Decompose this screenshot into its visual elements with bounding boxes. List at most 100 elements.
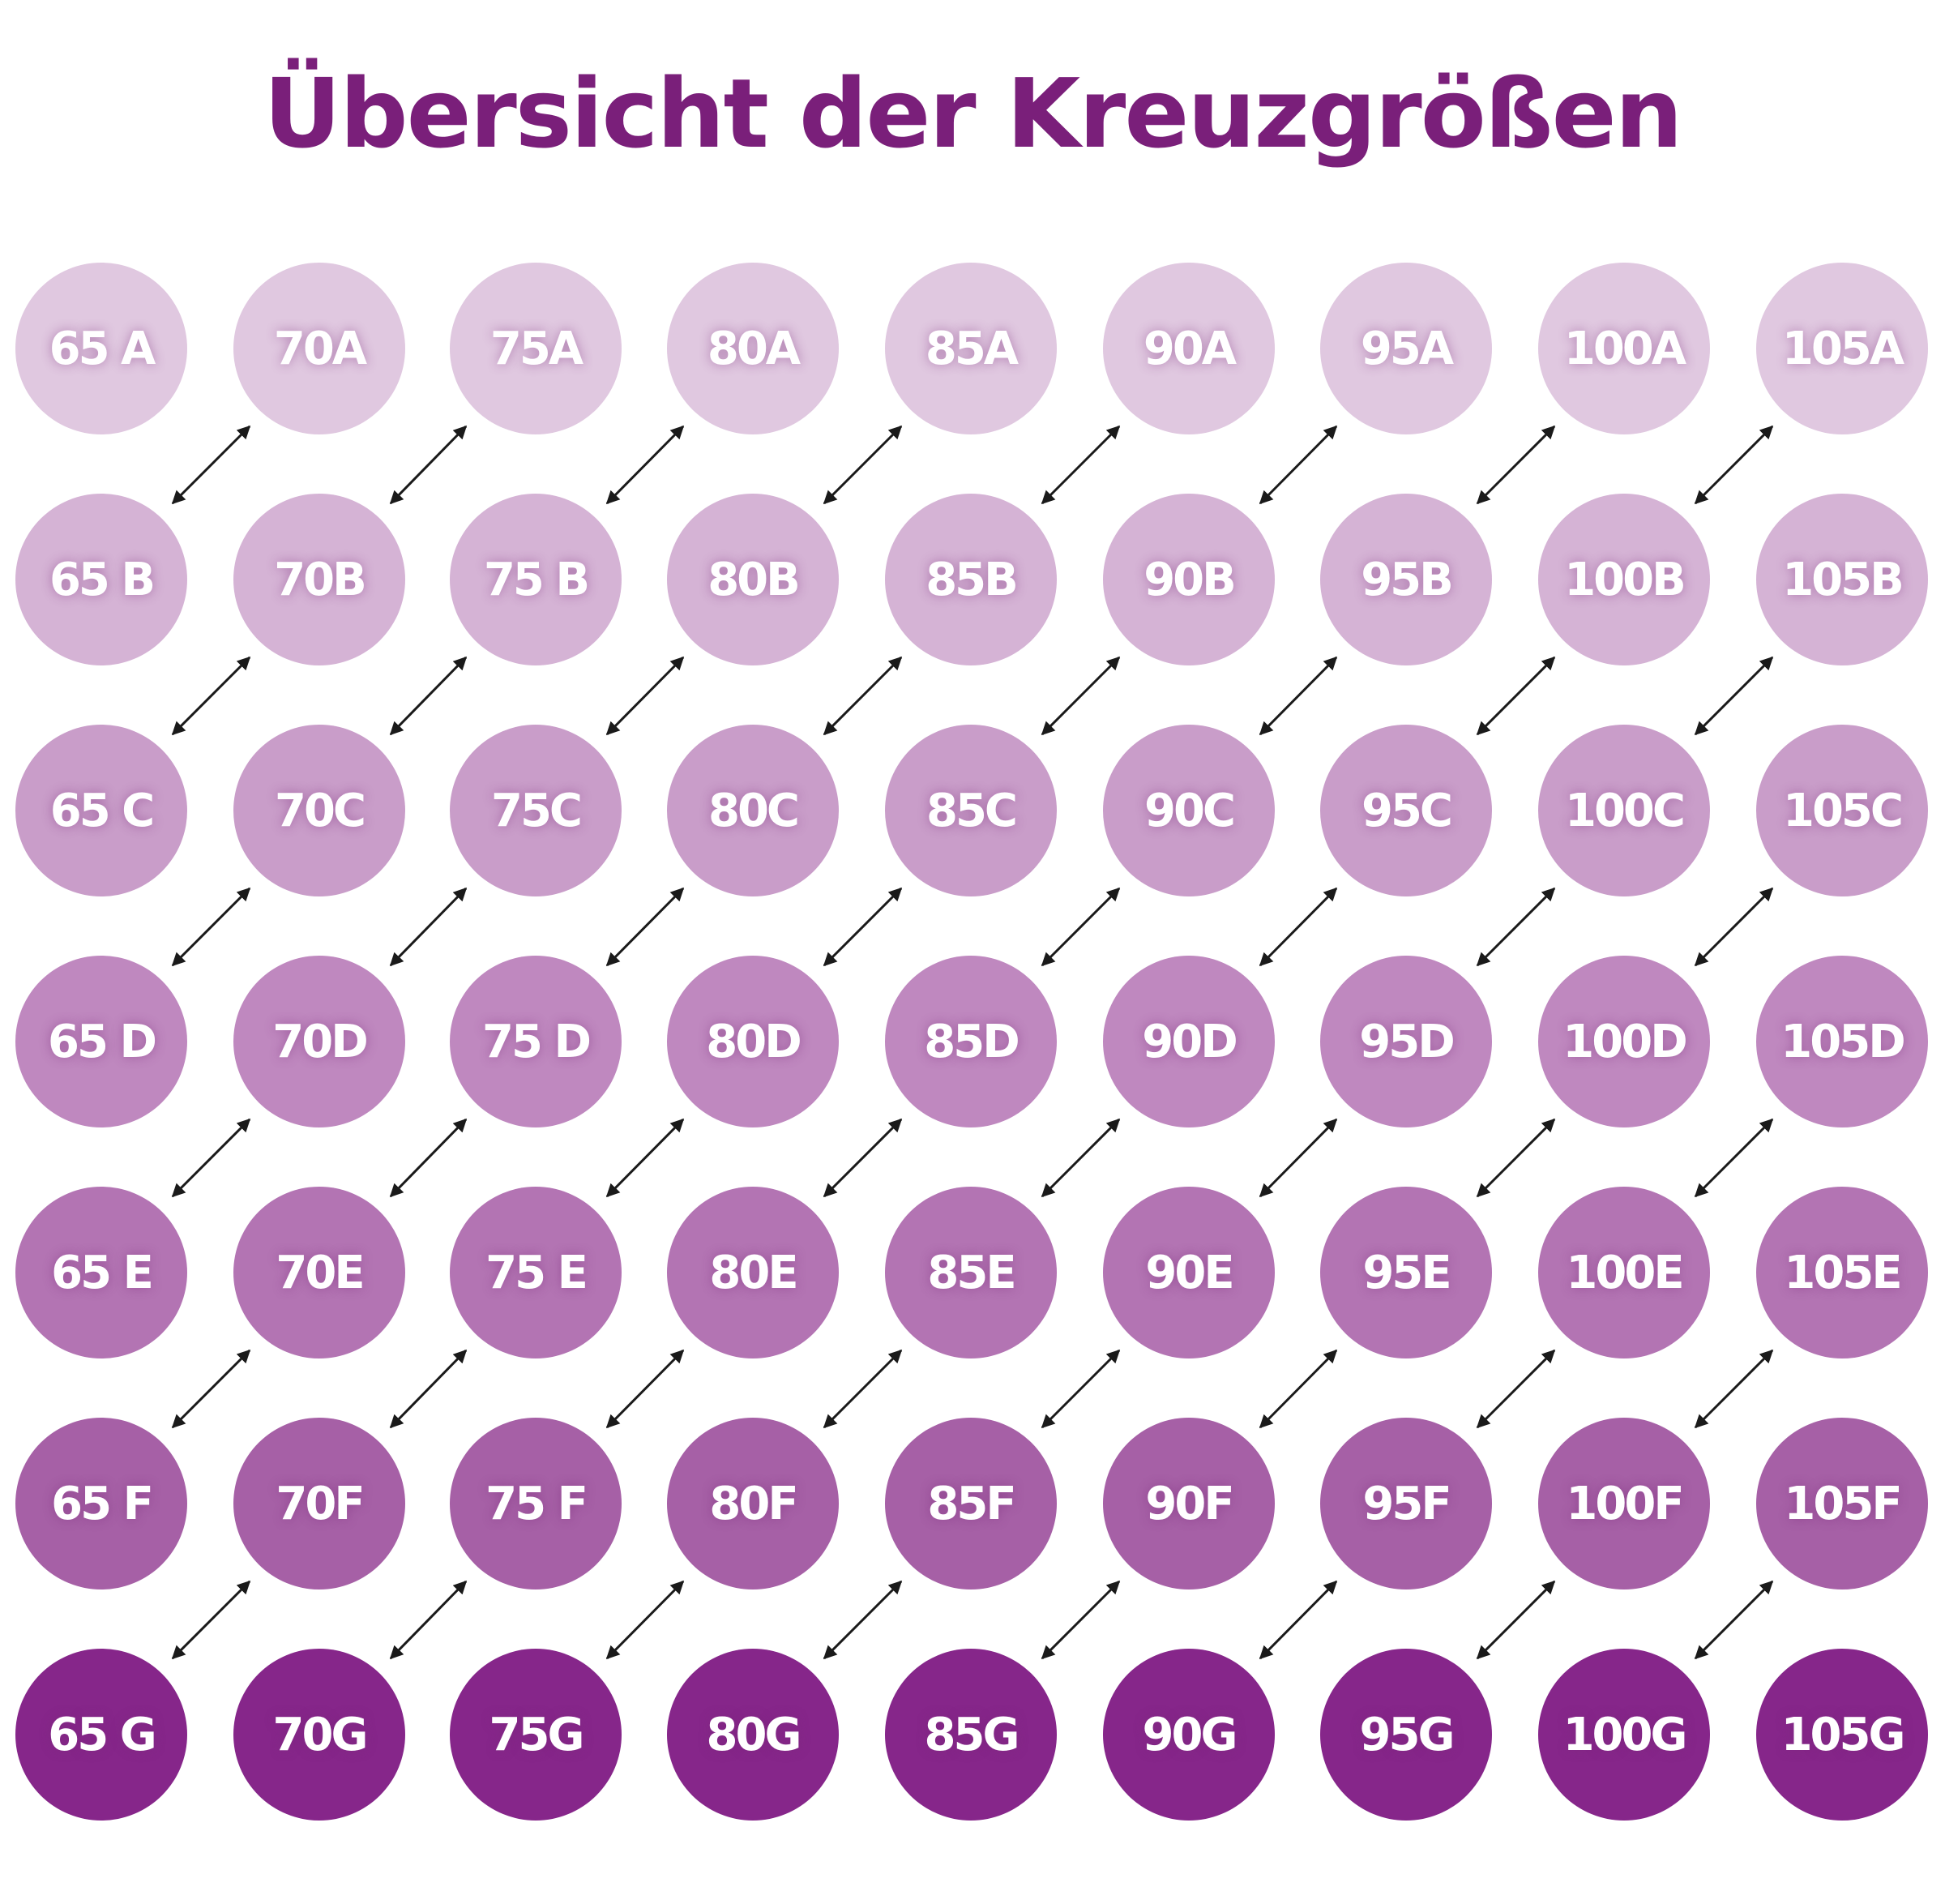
size-circle-65C[interactable]: 65 C [15, 725, 187, 896]
size-label: 90C [1143, 784, 1236, 837]
size-circle-100G[interactable]: 100G [1538, 1649, 1710, 1821]
size-circle-70C[interactable]: 70C [233, 725, 405, 896]
size-circle-90B[interactable]: 90B [1103, 494, 1275, 665]
size-label: 90D [1142, 1015, 1238, 1068]
size-label: 100F [1566, 1477, 1684, 1530]
size-label: 80G [706, 1708, 802, 1761]
size-label: 80D [706, 1015, 802, 1068]
size-label: 80A [707, 322, 801, 375]
size-label: 105B [1782, 553, 1904, 606]
size-circle-70E[interactable]: 70E [233, 1187, 405, 1358]
size-label: 75 F [485, 1477, 588, 1530]
size-circle-100B[interactable]: 100B [1538, 494, 1710, 665]
size-label: 100G [1562, 1708, 1688, 1761]
size-circle-80A[interactable]: 80A [667, 263, 839, 434]
size-circle-65F[interactable]: 65 F [15, 1418, 187, 1590]
size-circle-65E[interactable]: 65 E [15, 1187, 187, 1358]
size-circle-95F[interactable]: 95F [1320, 1418, 1492, 1590]
size-circle-105F[interactable]: 105F [1756, 1418, 1928, 1590]
size-circle-85C[interactable]: 85C [885, 725, 1057, 896]
size-label: 70A [273, 322, 367, 375]
size-label: 95C [1361, 784, 1453, 837]
size-label: 95E [1362, 1246, 1451, 1299]
size-circle-85E[interactable]: 85E [885, 1187, 1057, 1358]
size-label: 95G [1359, 1708, 1456, 1761]
size-label: 75C [490, 784, 583, 837]
size-label: 105G [1780, 1708, 1906, 1761]
size-circle-80C[interactable]: 80C [667, 725, 839, 896]
size-circle-65D[interactable]: 65 D [15, 956, 187, 1127]
size-label: 75 B [483, 553, 590, 606]
size-circle-90D[interactable]: 90D [1103, 956, 1275, 1127]
size-circle-70B[interactable]: 70B [233, 494, 405, 665]
size-circle-75E[interactable]: 75 E [450, 1187, 622, 1358]
size-circle-80E[interactable]: 80E [667, 1187, 839, 1358]
size-circle-95A[interactable]: 95A [1320, 263, 1492, 434]
size-circle-80D[interactable]: 80D [667, 956, 839, 1127]
size-circle-105A[interactable]: 105A [1756, 263, 1928, 434]
size-circle-70D[interactable]: 70D [233, 956, 405, 1127]
size-circle-80F[interactable]: 80F [667, 1418, 839, 1590]
size-circle-100F[interactable]: 100F [1538, 1418, 1710, 1590]
size-circle-105G[interactable]: 105G [1756, 1649, 1928, 1821]
size-label: 70B [274, 553, 367, 606]
size-circle-105E[interactable]: 105E [1756, 1187, 1928, 1358]
size-circle-65A[interactable]: 65 A [15, 263, 187, 434]
size-label: 70C [274, 784, 366, 837]
size-circle-70F[interactable]: 70F [233, 1418, 405, 1590]
size-circle-85D[interactable]: 85D [885, 956, 1057, 1127]
size-circle-95E[interactable]: 95E [1320, 1187, 1492, 1358]
size-circle-100D[interactable]: 100D [1538, 956, 1710, 1127]
size-label: 95A [1360, 322, 1454, 375]
size-label: 85A [925, 322, 1019, 375]
size-circle-95C[interactable]: 95C [1320, 725, 1492, 896]
size-label: 100D [1562, 1015, 1687, 1068]
size-circle-65B[interactable]: 65 B [15, 494, 187, 665]
size-label: 95F [1362, 1477, 1451, 1530]
size-circle-90F[interactable]: 90F [1103, 1418, 1275, 1590]
size-label: 65 D [48, 1015, 157, 1068]
size-circle-85B[interactable]: 85B [885, 494, 1057, 665]
size-circle-85F[interactable]: 85F [885, 1418, 1057, 1590]
size-circle-90G[interactable]: 90G [1103, 1649, 1275, 1821]
size-label: 70G [272, 1708, 369, 1761]
size-circle-95D[interactable]: 95D [1320, 956, 1492, 1127]
size-circle-75A[interactable]: 75A [450, 263, 622, 434]
size-circle-105D[interactable]: 105D [1756, 956, 1928, 1127]
size-label: 70E [276, 1246, 365, 1299]
size-circle-90A[interactable]: 90A [1103, 263, 1275, 434]
size-circle-95B[interactable]: 95B [1320, 494, 1492, 665]
size-circle-70A[interactable]: 70A [233, 263, 405, 434]
size-label: 100B [1564, 553, 1686, 606]
size-circle-100E[interactable]: 100E [1538, 1187, 1710, 1358]
size-circle-95G[interactable]: 95G [1320, 1649, 1492, 1821]
size-label: 65 G [48, 1708, 156, 1761]
size-circle-70G[interactable]: 70G [233, 1649, 405, 1821]
size-circle-90E[interactable]: 90E [1103, 1187, 1275, 1358]
size-circle-105C[interactable]: 105C [1756, 725, 1928, 896]
size-circle-65G[interactable]: 65 G [15, 1649, 187, 1821]
size-circle-85G[interactable]: 85G [885, 1649, 1057, 1821]
size-circle-75C[interactable]: 75C [450, 725, 622, 896]
size-label: 80B [707, 553, 801, 606]
size-circle-75G[interactable]: 75G [450, 1649, 622, 1821]
size-circle-100A[interactable]: 100A [1538, 263, 1710, 434]
size-circle-90C[interactable]: 90C [1103, 725, 1275, 896]
size-label: 80E [709, 1246, 798, 1299]
size-label: 75 E [485, 1246, 588, 1299]
size-circle-105B[interactable]: 105B [1756, 494, 1928, 665]
size-label: 70D [272, 1015, 368, 1068]
size-circle-85A[interactable]: 85A [885, 263, 1057, 434]
size-label: 95B [1361, 553, 1454, 606]
size-circle-80B[interactable]: 80B [667, 494, 839, 665]
size-label: 65 A [49, 322, 156, 375]
size-label: 85G [924, 1708, 1020, 1761]
size-circle-75B[interactable]: 75 B [450, 494, 622, 665]
size-label: 100C [1565, 784, 1686, 837]
size-circle-75F[interactable]: 75 F [450, 1418, 622, 1590]
size-circle-100C[interactable]: 100C [1538, 725, 1710, 896]
size-label: 65 E [51, 1246, 154, 1299]
size-circle-75D[interactable]: 75 D [450, 956, 622, 1127]
size-circle-80G[interactable]: 80G [667, 1649, 839, 1821]
size-label: 105A [1781, 322, 1904, 375]
